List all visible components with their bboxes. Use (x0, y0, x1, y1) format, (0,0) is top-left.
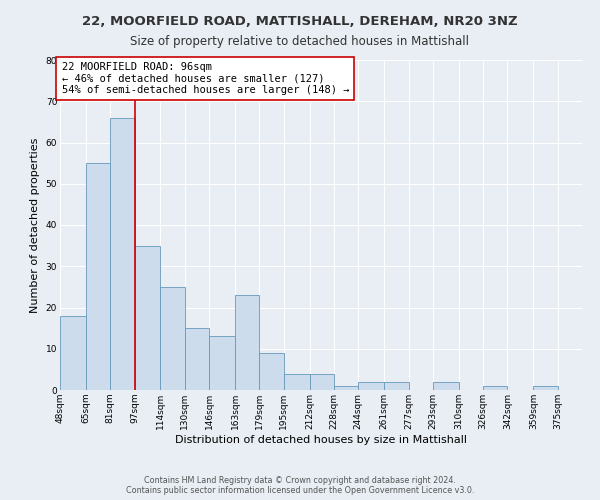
Text: Size of property relative to detached houses in Mattishall: Size of property relative to detached ho… (131, 35, 470, 48)
Text: Contains HM Land Registry data © Crown copyright and database right 2024.
Contai: Contains HM Land Registry data © Crown c… (126, 476, 474, 495)
Bar (86, 163, 110, 390)
Bar (60, 316, 86, 390)
Y-axis label: Number of detached properties: Number of detached properties (30, 138, 40, 312)
Bar (284, 374, 310, 390)
Bar (134, 246, 160, 390)
Bar (433, 382, 459, 390)
Bar (110, 118, 134, 390)
Bar (160, 287, 185, 390)
Bar (185, 328, 209, 390)
Bar (358, 382, 384, 390)
Bar (310, 374, 334, 390)
Text: 22 MOORFIELD ROAD: 96sqm
← 46% of detached houses are smaller (127)
54% of semi-: 22 MOORFIELD ROAD: 96sqm ← 46% of detach… (62, 62, 349, 96)
X-axis label: Distribution of detached houses by size in Mattishall: Distribution of detached houses by size … (175, 434, 467, 444)
Bar (384, 382, 409, 390)
Bar (334, 386, 358, 390)
Text: 22, MOORFIELD ROAD, MATTISHALL, DEREHAM, NR20 3NZ: 22, MOORFIELD ROAD, MATTISHALL, DEREHAM,… (82, 15, 518, 28)
Bar (209, 336, 235, 390)
Bar (235, 295, 259, 390)
Bar (533, 386, 557, 390)
Bar (259, 353, 284, 390)
Bar (483, 386, 508, 390)
